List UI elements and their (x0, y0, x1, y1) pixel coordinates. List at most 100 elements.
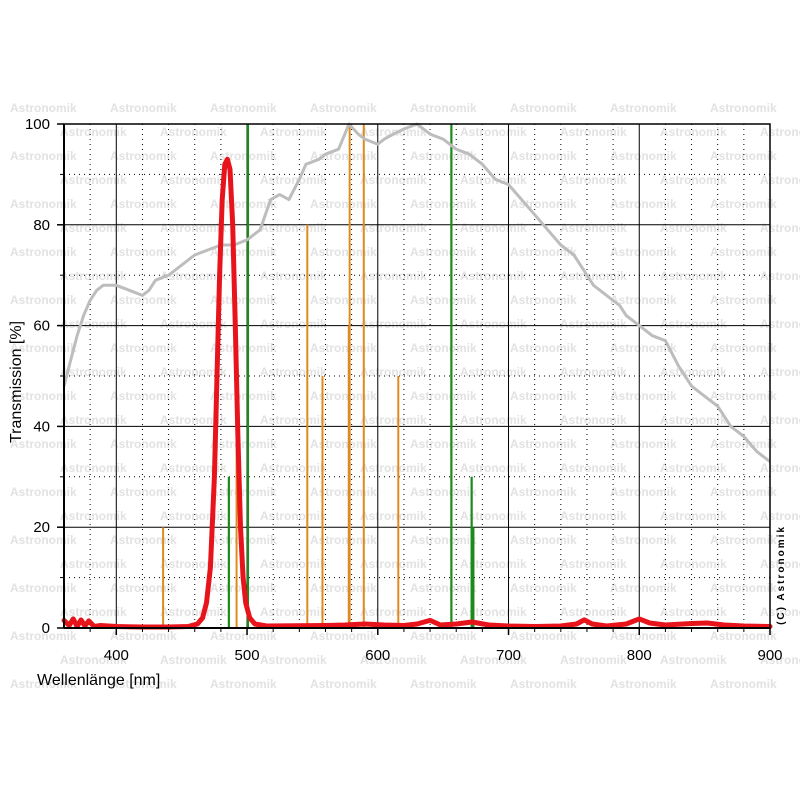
watermark-text: Astronomik (560, 365, 627, 379)
watermark-text: Astronomik (560, 269, 627, 283)
watermark-text: Astronomik (510, 437, 577, 451)
watermark-text: Astronomik (160, 317, 227, 331)
watermark-text: Astronomik (60, 413, 127, 427)
watermark-text: Astronomik (410, 533, 477, 547)
watermark-text: Astronomik (10, 677, 77, 691)
watermark-text: Astronomik (110, 293, 177, 307)
watermark-text: Astronomik (10, 101, 77, 115)
watermark-text: Astronomik (260, 413, 327, 427)
watermark-text: Astronomik (660, 221, 727, 235)
watermark-text: Astronomik (110, 101, 177, 115)
watermark-text: Astronomik (60, 125, 127, 139)
watermark-text: Astronomik (110, 197, 177, 211)
watermark-text: Astronomik (10, 437, 77, 451)
watermark-text: Astronomik (10, 629, 77, 643)
y-tick-label: 20 (33, 519, 50, 536)
watermark-text: Astronomik (610, 485, 677, 499)
watermark-text: Astronomik (160, 125, 227, 139)
watermark-text: Astronomik (410, 245, 477, 259)
watermark-text: Astronomik (160, 269, 227, 283)
watermark-text: Astronomik (10, 341, 77, 355)
watermark-text: Astronomik (160, 173, 227, 187)
watermark-text: Astronomik (560, 653, 627, 667)
watermark-text: Astronomik (760, 653, 800, 667)
watermark-text: Astronomik (110, 245, 177, 259)
copyright-credit: (C) Astronomik (776, 525, 787, 625)
watermark-text: Astronomik (760, 509, 800, 523)
watermark-text: Astronomik (510, 101, 577, 115)
watermark-text: Astronomik (310, 293, 377, 307)
watermark-text: Astronomik (260, 269, 327, 283)
y-tick-label: 40 (33, 418, 50, 435)
watermark-text: Astronomik (460, 365, 527, 379)
watermark-text: Astronomik (710, 341, 777, 355)
watermark-text: Astronomik (510, 149, 577, 163)
watermark-text: Astronomik (210, 389, 277, 403)
watermark-text: Astronomik (510, 341, 577, 355)
watermark-text: Astronomik (610, 437, 677, 451)
watermark-text: Astronomik (360, 221, 427, 235)
sensitivity-series-line (62, 122, 771, 463)
watermark-text: Astronomik (310, 437, 377, 451)
watermark-text: Astronomik (410, 581, 477, 595)
watermark-text: Astronomik (610, 341, 677, 355)
watermark-text: Astronomik (510, 677, 577, 691)
watermark-text: Astronomik (110, 677, 177, 691)
x-axis-title: Wellenlänge [nm] (37, 672, 160, 689)
y-axis-title: Transmission [%] (8, 321, 25, 443)
watermark-text: Astronomik (610, 533, 677, 547)
watermark-text: Astronomik (660, 653, 727, 667)
watermark-text: Astronomik (660, 413, 727, 427)
watermark-text: Astronomik (760, 269, 800, 283)
watermark-text: Astronomik (160, 413, 227, 427)
x-tick-label: 800 (627, 647, 652, 664)
watermark-text: Astronomik (360, 653, 427, 667)
watermark-text: Astronomik (310, 197, 377, 211)
watermark-text: Astronomik (10, 389, 77, 403)
watermark-text: Astronomik (710, 485, 777, 499)
watermark-layer: Astronomik Astronomik Astronomik Astronomik… (10, 101, 800, 691)
watermark-text: Astronomik (60, 461, 127, 475)
watermark-text: Astronomik (660, 125, 727, 139)
watermark-text: Astronomik (660, 605, 727, 619)
watermark-text: Astronomik (10, 197, 77, 211)
watermark-text: Astronomik (360, 413, 427, 427)
grid-layer (64, 124, 770, 628)
watermark-text: Astronomik (60, 557, 127, 571)
watermark-text: Astronomik (160, 221, 227, 235)
watermark-text: Astronomik (310, 629, 377, 643)
watermark-text: Astronomik (460, 173, 527, 187)
watermark-text: Astronomik (60, 653, 127, 667)
watermark-text: Astronomik (710, 101, 777, 115)
watermark-text: Astronomik (360, 365, 427, 379)
x-tick-label: 600 (365, 647, 390, 664)
watermark-text: Astronomik (60, 509, 127, 523)
watermark-text: Astronomik (760, 317, 800, 331)
watermark-text: Astronomik (410, 341, 477, 355)
watermark-text: Astronomik (210, 629, 277, 643)
watermark-text: Astronomik (310, 149, 377, 163)
watermark-text: Astronomik (760, 173, 800, 187)
watermark-text: Astronomik (460, 557, 527, 571)
watermark-text: Astronomik (410, 293, 477, 307)
watermark-text: Astronomik (610, 197, 677, 211)
watermark-text: Astronomik (560, 221, 627, 235)
watermark-text: Astronomik (260, 653, 327, 667)
watermark-text: Astronomik (410, 437, 477, 451)
watermark-text: Astronomik (310, 245, 377, 259)
watermark-text: Astronomik (310, 389, 377, 403)
watermark-text: Astronomik (210, 245, 277, 259)
x-tick-label: 900 (757, 647, 782, 664)
y-tick-label: 80 (33, 217, 50, 234)
y-tick-label: 60 (33, 318, 50, 335)
watermark-text: Astronomik (10, 293, 77, 307)
watermark-text: Astronomik (560, 125, 627, 139)
watermark-text: Astronomik (210, 341, 277, 355)
watermark-text: Astronomik (10, 149, 77, 163)
y-tick-label: 100 (25, 116, 50, 133)
watermark-text: Astronomik (160, 461, 227, 475)
watermark-text: Astronomik (560, 557, 627, 571)
